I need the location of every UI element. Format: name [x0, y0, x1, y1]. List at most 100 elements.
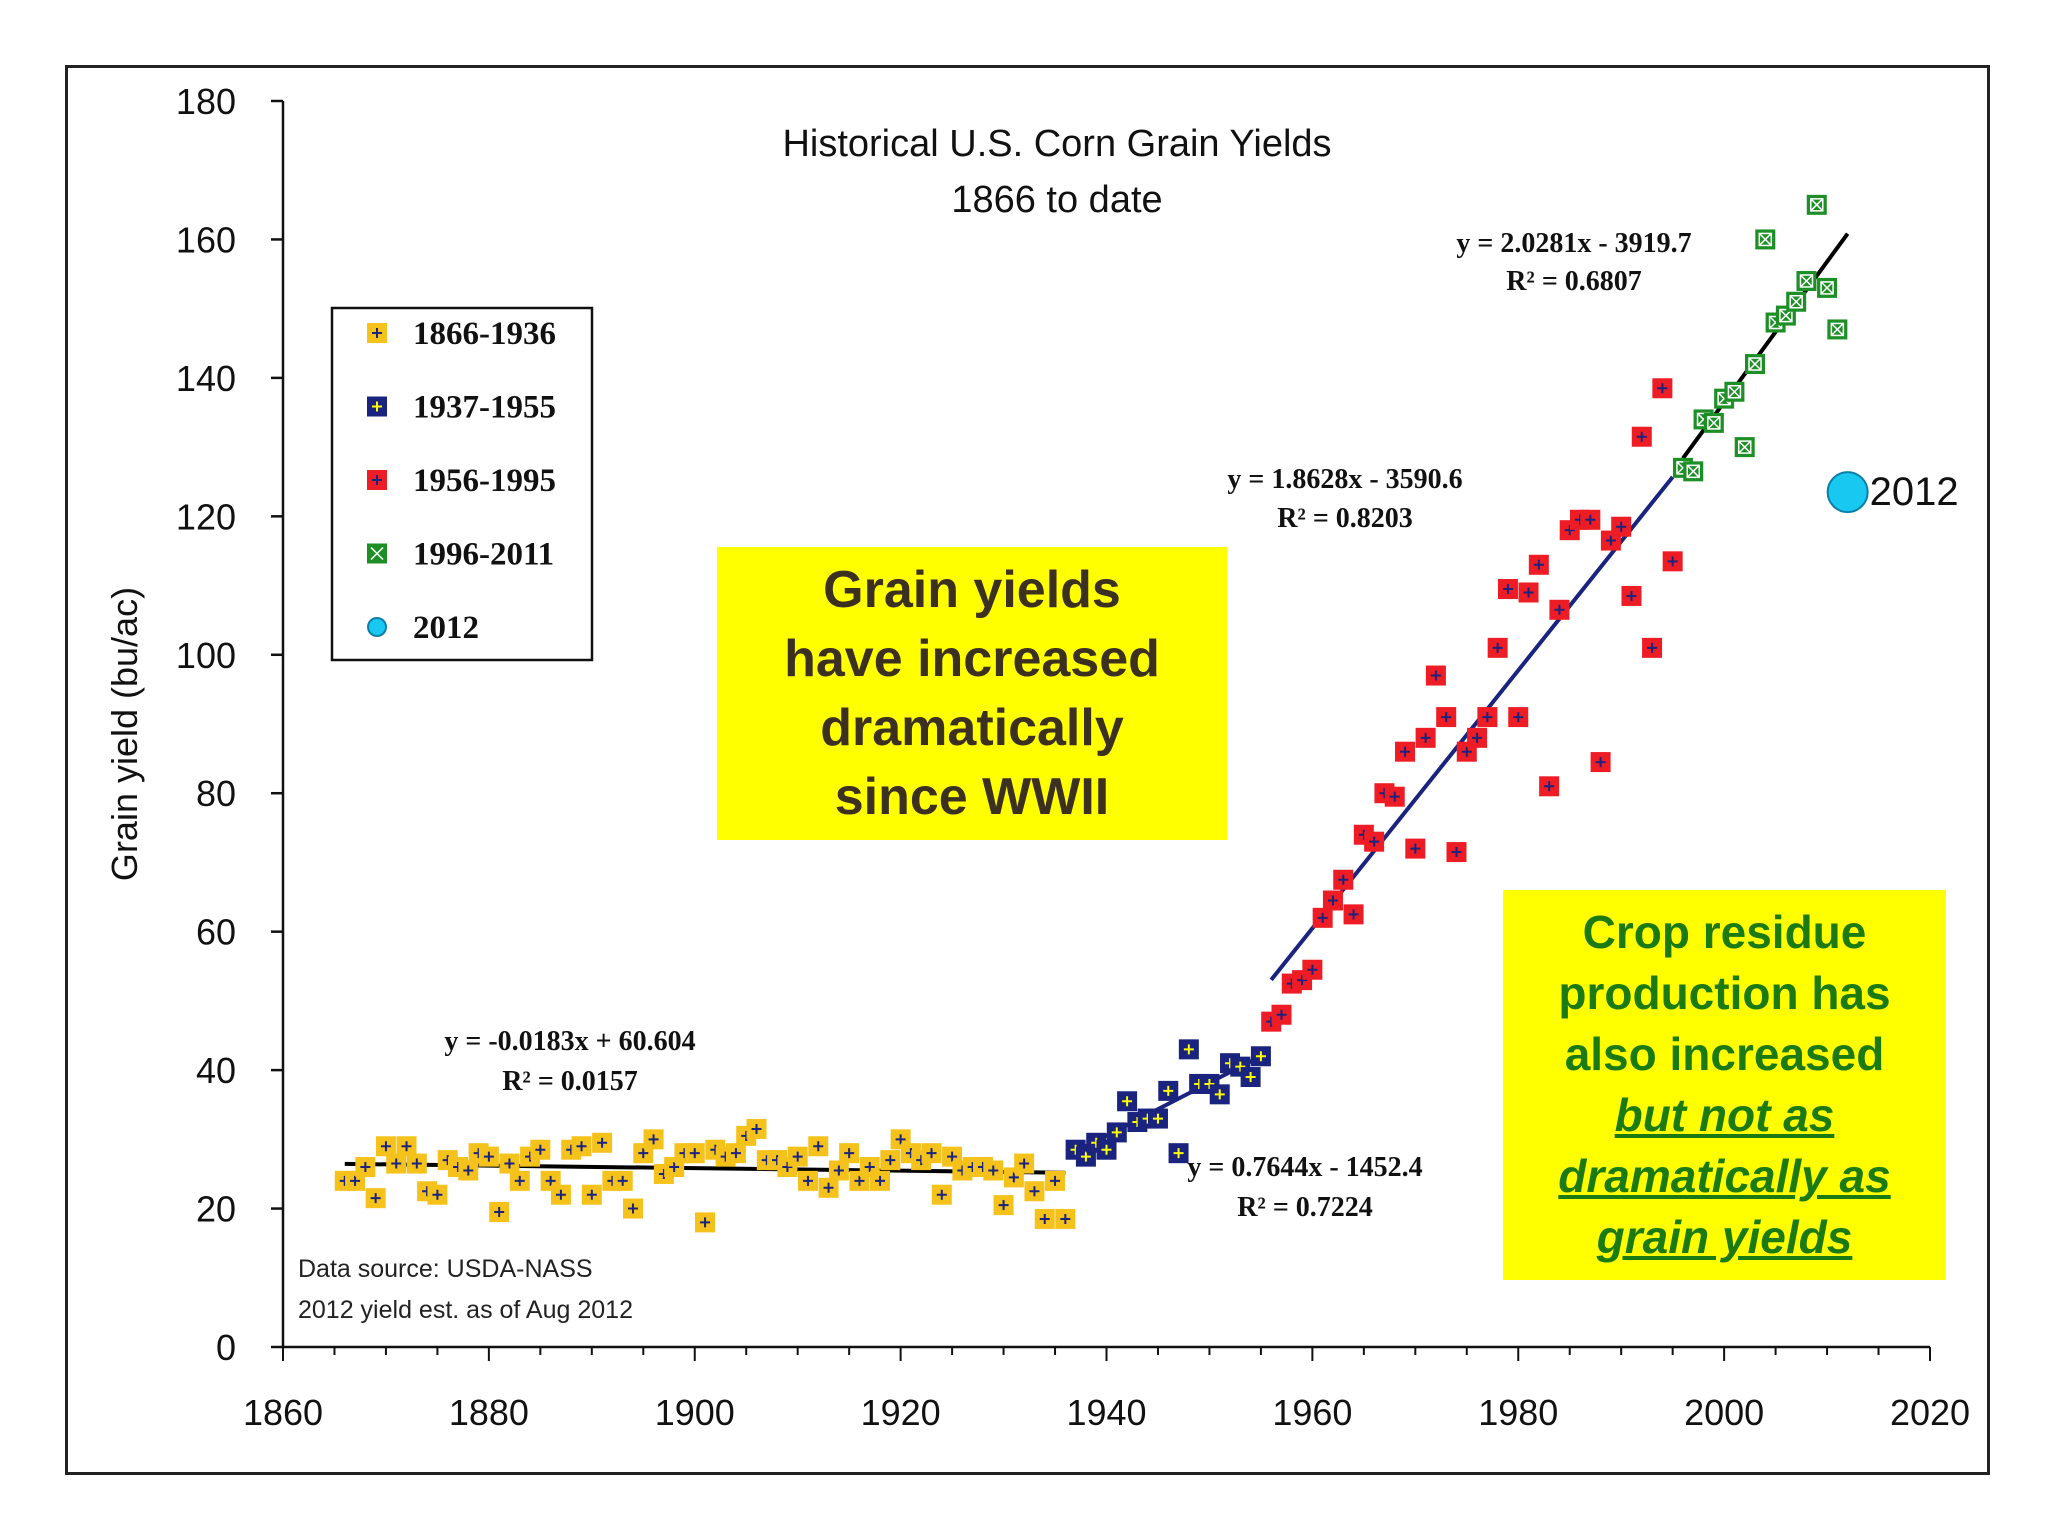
x-tick-label: 1960 [1272, 1392, 1352, 1433]
point-mark [854, 1175, 865, 1186]
trend-r-squared: R² = 0.8203 [1277, 503, 1413, 534]
x-tick-label: 1860 [243, 1392, 323, 1433]
point-mark [535, 1144, 546, 1155]
point-mark [494, 1207, 505, 1218]
point-mark [1789, 294, 1803, 309]
point-mark [1820, 281, 1834, 295]
legend-marker [367, 617, 387, 637]
point-mark [432, 1189, 443, 1200]
point-mark [1523, 587, 1534, 598]
y-tick-label: 40 [196, 1050, 236, 1091]
point-mark [1214, 1089, 1225, 1100]
point-mark [895, 1134, 906, 1145]
point-mark [617, 1175, 628, 1186]
legend-marker-glyph [372, 475, 382, 485]
point-mark [802, 1175, 813, 1186]
y-tick-label: 60 [196, 912, 236, 953]
point-mark [813, 1141, 824, 1152]
legend-label: 1866-1936 [413, 316, 556, 352]
point-label-2012: 2012 [1870, 470, 1959, 514]
point-mark [1369, 836, 1380, 847]
point-mark [1647, 642, 1658, 653]
point-mark [483, 1151, 494, 1162]
callout-line: Grain yields [823, 560, 1121, 619]
point-mark [1472, 732, 1483, 743]
y-tick-label: 20 [196, 1189, 236, 1230]
point-mark [648, 1134, 659, 1145]
point-mark [1019, 1158, 1030, 1169]
point-mark [1799, 274, 1814, 288]
x-tick-label: 2000 [1684, 1392, 1764, 1433]
point-mark [823, 1182, 834, 1193]
point-mark [586, 1189, 597, 1200]
point-mark [1008, 1172, 1019, 1183]
x-tick-label: 2020 [1890, 1392, 1970, 1433]
point-mark [1513, 712, 1524, 723]
point-mark [1101, 1144, 1112, 1155]
point-mark [1420, 732, 1431, 743]
point-mark [1080, 1151, 1091, 1162]
y-axis-label: Grain yield (bu/ac) [104, 587, 145, 881]
point-mark [669, 1162, 680, 1173]
callout-line: dramatically [820, 698, 1124, 757]
trend-r-squared: R² = 0.6807 [1506, 266, 1642, 297]
x-tick-label: 1880 [449, 1392, 529, 1433]
point-mark [1317, 912, 1328, 923]
point-mark [1050, 1175, 1061, 1186]
point-mark [463, 1165, 474, 1176]
point-mark [988, 1165, 999, 1176]
point-mark [597, 1137, 608, 1148]
x-tick-label: 1940 [1066, 1392, 1146, 1433]
point-mark [700, 1217, 711, 1228]
point-mark [1564, 525, 1575, 536]
point-mark [1204, 1078, 1215, 1089]
series-1996-2011 [1672, 194, 1848, 482]
legend: 1866-1936 1937-1955 1956-1995 1996-2011 2012 [330, 306, 594, 662]
point-mark [1686, 464, 1700, 479]
source-note: Data source: USDA-NASS [298, 1255, 593, 1283]
point-mark [1737, 440, 1752, 454]
point-mark [1482, 712, 1493, 723]
y-tick-label: 80 [196, 773, 236, 814]
point-mark [792, 1151, 803, 1162]
legend-label: 1956-1995 [413, 463, 556, 499]
y-tick-label: 0 [216, 1327, 236, 1368]
y-tick-label: 160 [176, 219, 236, 260]
chart-subtitle: 1866 to date [951, 179, 1162, 221]
point-mark [1111, 1127, 1122, 1138]
point-mark [1060, 1213, 1071, 1224]
legend-marker-glyph [372, 401, 382, 412]
point-mark [1245, 1072, 1256, 1083]
series-1937-1955 [1065, 1039, 1271, 1167]
estimate-note: 2012 yield est. as of Aug 2012 [298, 1296, 633, 1324]
point-mark [638, 1148, 649, 1159]
trend-equation: y = 1.8628x - 3590.6 [1227, 464, 1462, 495]
point-mark [391, 1158, 402, 1169]
point-mark [1502, 584, 1513, 595]
x-tick-label: 1980 [1478, 1392, 1558, 1433]
callout-line: also increased [1564, 1028, 1885, 1080]
point-mark [1779, 308, 1793, 323]
trend-equation: y = 0.7644x - 1452.4 [1187, 1152, 1422, 1183]
x-tick-label: 1900 [655, 1392, 735, 1433]
point-mark [576, 1141, 587, 1152]
point-mark [1410, 843, 1421, 854]
point-mark [1451, 847, 1462, 858]
callout-emphasis-line: grain yields [1596, 1211, 1853, 1263]
trend-r-squared: R² = 0.0157 [502, 1066, 638, 1097]
trend-equation: y = 2.0281x - 3919.7 [1456, 228, 1691, 259]
point-mark [1461, 746, 1472, 757]
grain-yield-callout: Grain yields have increased dramatically… [717, 547, 1227, 840]
point-mark [380, 1141, 391, 1152]
point-mark [1152, 1113, 1163, 1124]
point-mark [1348, 909, 1359, 920]
point-mark [1163, 1085, 1174, 1096]
point-mark [1667, 556, 1678, 567]
point-mark [1173, 1148, 1184, 1159]
point-mark [1430, 670, 1441, 681]
point-mark [360, 1162, 371, 1173]
point-mark [1307, 964, 1318, 975]
point-mark [1830, 322, 1844, 336]
callout-emphasis-line: but not as [1614, 1089, 1835, 1141]
series-2012 [1826, 471, 1869, 514]
